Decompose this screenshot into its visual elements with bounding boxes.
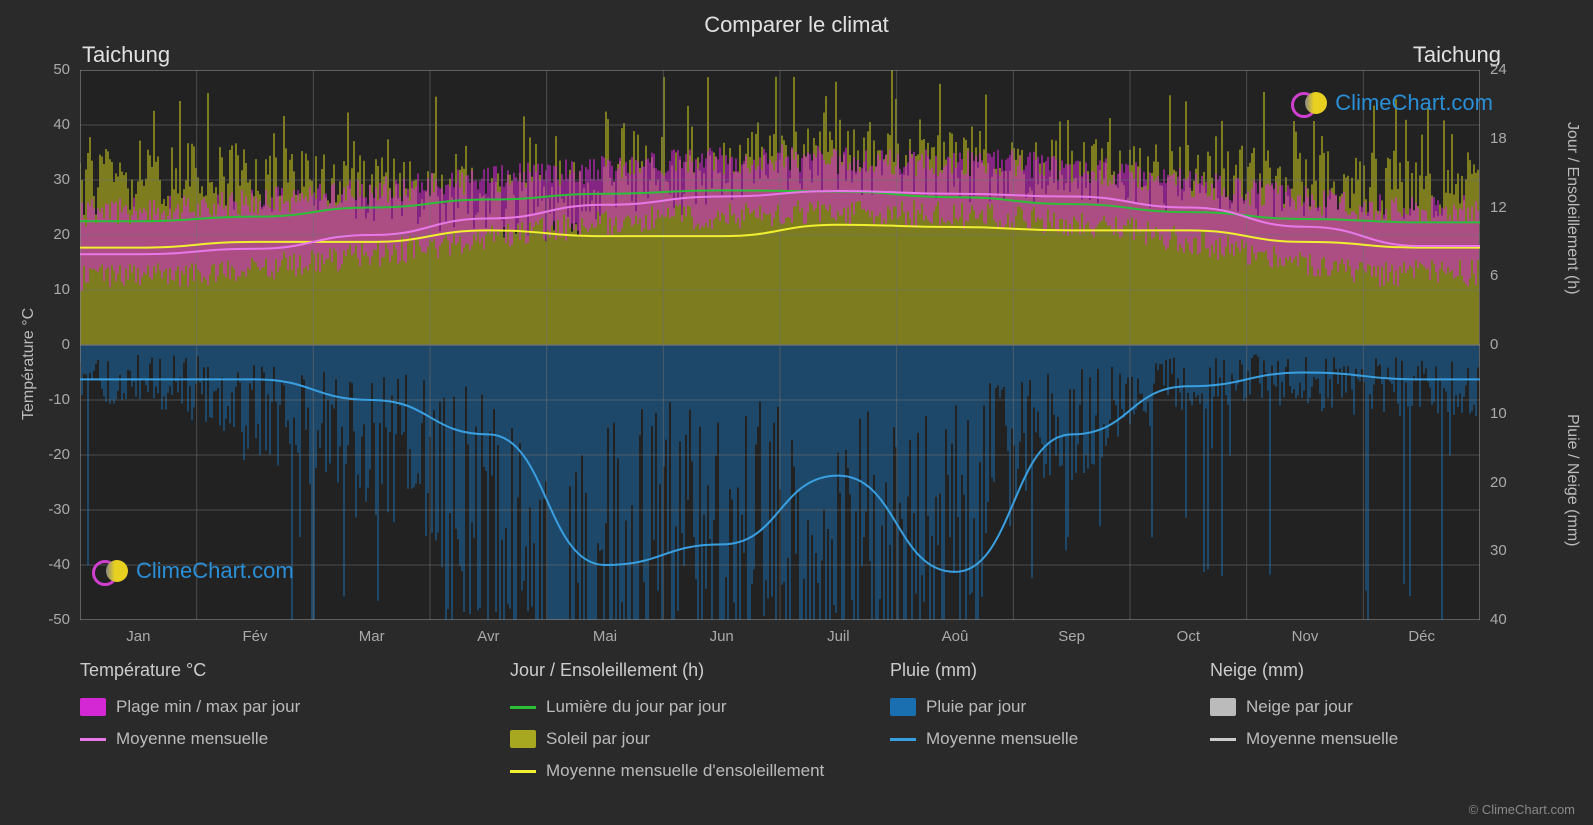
legend-line-swatch: [80, 738, 106, 741]
legend-item-label: Moyenne mensuelle: [116, 729, 268, 749]
legend-group: Pluie (mm) Pluie par jour Moyenne mensuell…: [890, 660, 1200, 781]
y-tick-left: 0: [62, 336, 70, 353]
legend-item: Lumière du jour par jour: [510, 697, 880, 717]
legend-item-label: Pluie par jour: [926, 697, 1026, 717]
y-tick-left: -20: [48, 446, 70, 463]
legend-group: Température °C Plage min / max par jour Mo…: [80, 660, 500, 781]
legend-color-swatch: [890, 698, 916, 716]
legend-group: Neige (mm) Neige par jour Moyenne mensuell…: [1210, 660, 1520, 781]
legend-item: Plage min / max par jour: [80, 697, 500, 717]
legend-group-title: Jour / Ensoleillement (h): [510, 660, 880, 681]
legend-item: Neige par jour: [1210, 697, 1520, 717]
legend-item: Moyenne mensuelle: [80, 729, 500, 749]
y-tick-left: 20: [53, 226, 70, 243]
x-tick-month: Mai: [593, 628, 617, 645]
legend-line-swatch: [1210, 738, 1236, 741]
legend-item-label: Moyenne mensuelle d'ensoleillement: [546, 761, 824, 781]
legend-group-title: Température °C: [80, 660, 500, 681]
y-tick-left: 50: [53, 61, 70, 78]
x-tick-month: Jan: [126, 628, 150, 645]
x-tick-month: Nov: [1292, 628, 1319, 645]
legend-color-swatch: [1210, 698, 1236, 716]
legend-item: Moyenne mensuelle d'ensoleillement: [510, 761, 880, 781]
city-label-left: Taichung: [82, 42, 170, 68]
plot-area: [80, 70, 1480, 620]
y-tick-right-rain: 20: [1490, 474, 1507, 491]
x-tick-month: Déc: [1408, 628, 1435, 645]
axis-label-temperature: Température °C: [20, 308, 38, 420]
legend-item-label: Moyenne mensuelle: [1246, 729, 1398, 749]
y-tick-right-daylight: 12: [1490, 199, 1507, 216]
y-tick-left: 10: [53, 281, 70, 298]
watermark-top: ClimeChart.com: [1291, 90, 1493, 116]
legend: Température °C Plage min / max par jour Mo…: [80, 660, 1530, 781]
x-tick-month: Sep: [1058, 628, 1085, 645]
x-tick-month: Aoû: [942, 628, 969, 645]
legend-item-label: Moyenne mensuelle: [926, 729, 1078, 749]
climechart-logo-icon: [1291, 90, 1329, 116]
x-tick-month: Jun: [710, 628, 734, 645]
climate-chart-svg: [80, 70, 1480, 620]
y-tick-left: 30: [53, 171, 70, 188]
x-tick-month: Avr: [477, 628, 499, 645]
legend-line-swatch: [890, 738, 916, 741]
legend-item-label: Neige par jour: [1246, 697, 1353, 717]
legend-line-swatch: [510, 706, 536, 709]
watermark-text: ClimeChart.com: [136, 558, 294, 584]
y-tick-left: -50: [48, 611, 70, 628]
x-tick-month: Fév: [242, 628, 267, 645]
city-label-right: Taichung: [1413, 42, 1501, 68]
x-tick-month: Juil: [827, 628, 850, 645]
legend-item-label: Plage min / max par jour: [116, 697, 300, 717]
legend-group-title: Pluie (mm): [890, 660, 1200, 681]
legend-color-swatch: [510, 730, 536, 748]
legend-item-label: Soleil par jour: [546, 729, 650, 749]
watermark-text: ClimeChart.com: [1335, 90, 1493, 116]
y-tick-right-daylight: 6: [1490, 267, 1498, 284]
credit-text: © ClimeChart.com: [1469, 802, 1575, 817]
legend-group: Jour / Ensoleillement (h) Lumière du jour…: [510, 660, 880, 781]
y-tick-left: -10: [48, 391, 70, 408]
x-tick-month: Mar: [359, 628, 385, 645]
y-tick-right-daylight: 0: [1490, 336, 1498, 353]
legend-line-swatch: [510, 770, 536, 773]
legend-item: Soleil par jour: [510, 729, 880, 749]
legend-item: Pluie par jour: [890, 697, 1200, 717]
axis-label-daylight: Jour / Ensoleillement (h): [1563, 78, 1581, 338]
y-tick-left: 40: [53, 116, 70, 133]
y-tick-right-rain: 10: [1490, 405, 1507, 422]
legend-color-swatch: [80, 698, 106, 716]
legend-group-title: Neige (mm): [1210, 660, 1520, 681]
chart-title: Comparer le climat: [0, 0, 1593, 38]
legend-item: Moyenne mensuelle: [1210, 729, 1520, 749]
y-tick-right-rain: 40: [1490, 611, 1507, 628]
climechart-logo-icon: [92, 558, 130, 584]
y-tick-right-daylight: 18: [1490, 130, 1507, 147]
watermark-bottom: ClimeChart.com: [92, 558, 294, 584]
x-tick-month: Oct: [1177, 628, 1200, 645]
y-tick-left: -30: [48, 501, 70, 518]
y-tick-right-daylight: 24: [1490, 61, 1507, 78]
y-tick-left: -40: [48, 556, 70, 573]
legend-item: Moyenne mensuelle: [890, 729, 1200, 749]
axis-label-rain: Pluie / Neige (mm): [1563, 380, 1581, 580]
y-tick-right-rain: 30: [1490, 542, 1507, 559]
legend-item-label: Lumière du jour par jour: [546, 697, 726, 717]
